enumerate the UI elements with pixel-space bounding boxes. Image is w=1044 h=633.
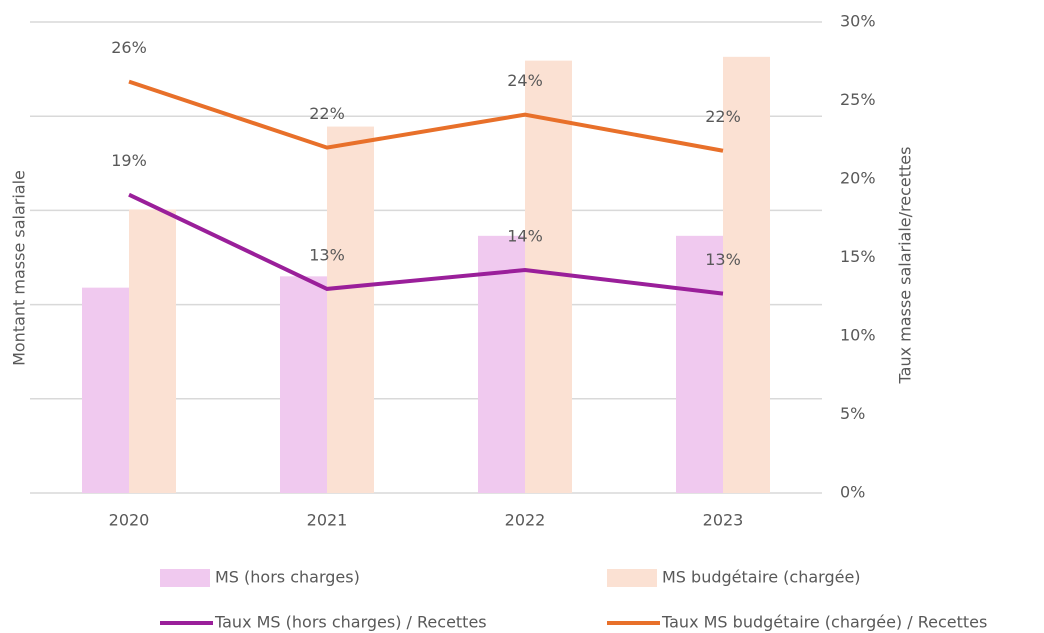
data-label: 26% <box>111 38 147 57</box>
bar <box>327 126 374 493</box>
y2-tick-label: 25% <box>840 90 876 109</box>
legend-label: MS budgétaire (chargée) <box>662 568 861 587</box>
line <box>128 79 724 153</box>
x-tick-label: 2022 <box>505 511 546 530</box>
legend-label: Taux MS (hors charges) / Recettes <box>214 613 487 632</box>
data-label: 19% <box>111 151 147 170</box>
y2-tick-label: 5% <box>840 404 865 423</box>
bar <box>723 56 770 493</box>
y2-tick-label: 30% <box>840 12 876 31</box>
data-label: 22% <box>705 107 741 126</box>
legend-label: Taux MS budgétaire (chargée) / Recettes <box>661 613 987 632</box>
bar <box>525 60 572 493</box>
data-label: 22% <box>309 104 345 123</box>
data-label: 24% <box>507 71 543 90</box>
bar <box>676 235 723 494</box>
legend-swatch <box>160 569 210 587</box>
y-axis-title: Montant masse salariale <box>10 170 29 366</box>
x-tick-label: 2020 <box>109 511 150 530</box>
legend-label: MS (hors charges) <box>215 568 360 587</box>
bar <box>280 276 327 493</box>
line <box>128 192 724 296</box>
bar <box>82 287 129 493</box>
y2-tick-label: 20% <box>840 169 876 188</box>
y2-axis-title: Taux masse salariale/recettes <box>896 147 915 385</box>
data-label: 14% <box>507 227 543 246</box>
data-label: 13% <box>309 245 345 264</box>
bar <box>478 235 525 494</box>
data-label: 13% <box>705 250 741 269</box>
bar <box>129 209 176 493</box>
y2-tick-label: 10% <box>840 326 876 345</box>
y2-tick-label: 0% <box>840 483 865 502</box>
y2-tick-label: 15% <box>840 247 876 266</box>
x-tick-label: 2023 <box>703 511 744 530</box>
x-tick-label: 2021 <box>307 511 348 530</box>
legend-swatch <box>607 569 657 587</box>
